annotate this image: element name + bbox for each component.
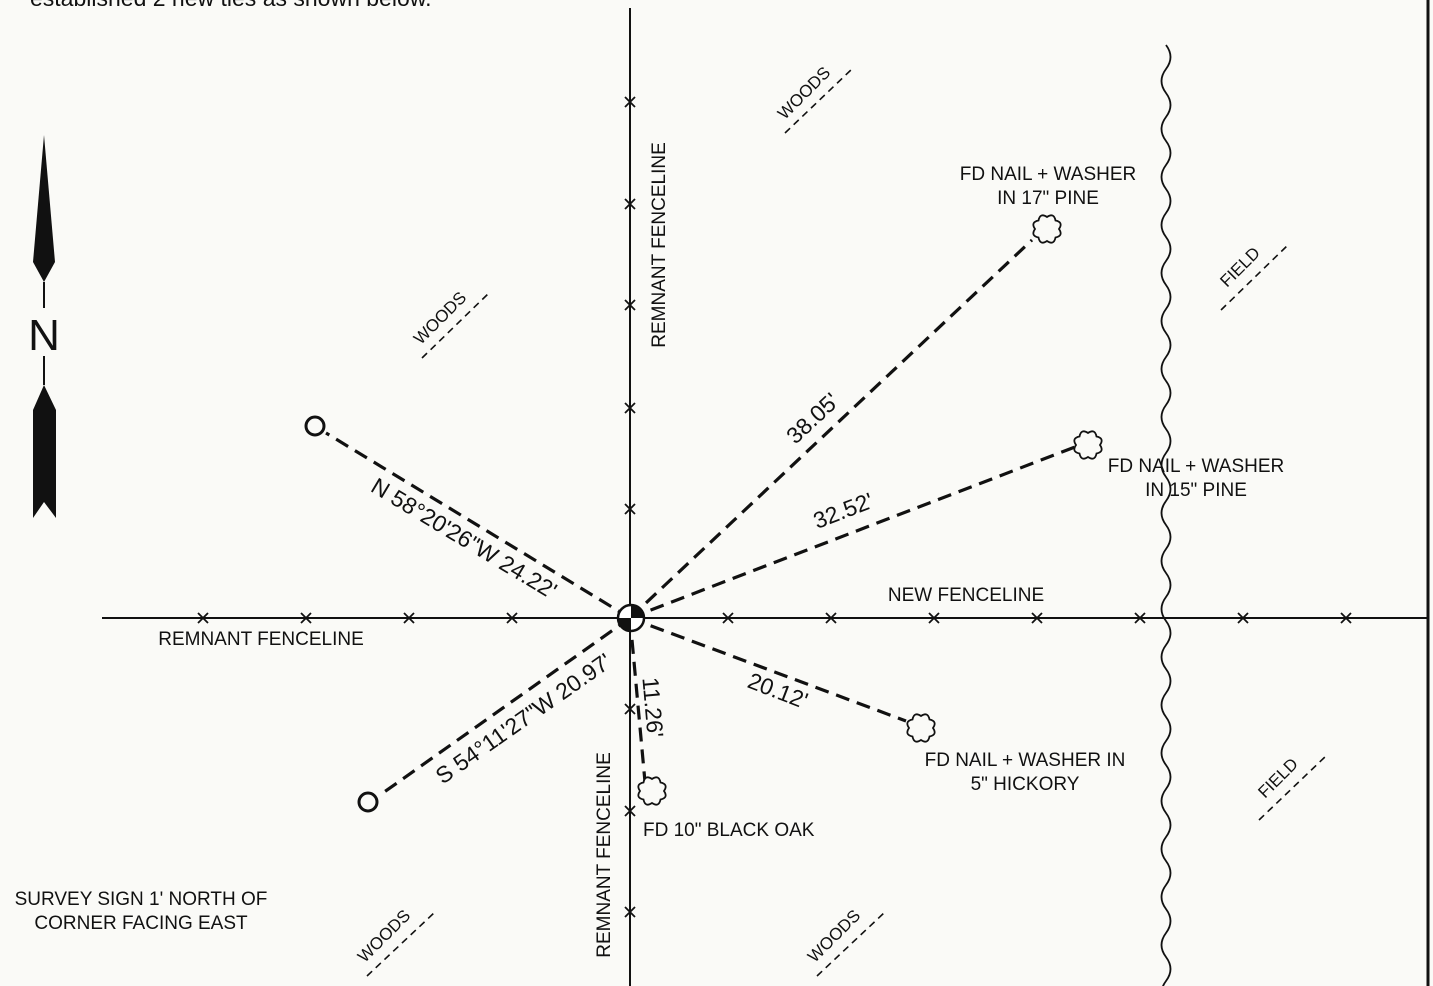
north-arrow: N (28, 135, 60, 518)
horizontal-fence-x-marks (197, 612, 1352, 624)
hickory-label-line1: FD NAIL + WASHER IN (925, 750, 1126, 771)
woods-area-bottom-center: WOODS (804, 906, 886, 977)
tree-icon-15-pine (1073, 430, 1103, 460)
dist-label-black-oak: 11.26' (637, 676, 668, 738)
tie-line-nw (325, 431, 631, 620)
remnant-fence-label-upper: REMNANT FENCELINE (649, 142, 670, 348)
woods-label-left: WOODS (410, 288, 470, 348)
nw-monument-circle (304, 415, 326, 437)
tie-line-15-pine (629, 445, 1076, 620)
sw-monument-circle (357, 791, 379, 813)
woods-area-left: WOODS (410, 288, 491, 359)
tree-icon-black-oak (637, 776, 667, 806)
field-label-bottom-right: FIELD (1254, 754, 1302, 802)
remnant-fence-label-horizontal: REMNANT FENCELINE (158, 629, 364, 650)
survey-sign-note-line2: CORNER FACING EAST (34, 913, 248, 934)
new-fence-label: NEW FENCELINE (888, 585, 1044, 606)
hickory-label-line2: 5" HICKORY (971, 774, 1080, 795)
tie-line-hickory (629, 616, 907, 723)
remnant-fence-label-lower: REMNANT FENCELINE (594, 752, 615, 958)
vertical-fence-x-marks (624, 96, 636, 918)
corner-monument (616, 603, 646, 633)
woods-label-bottom-center: WOODS (804, 906, 864, 966)
field-label-top-right: FIELD (1216, 243, 1264, 291)
tie-line-black-oak (628, 617, 647, 783)
woods-area-bottom-left: WOODS (354, 906, 436, 977)
bearing-label-nw: N 58°20'26"W 24.22' (367, 473, 562, 604)
tree-icon-17-pine (1032, 214, 1062, 244)
field-area-bottom-right: FIELD (1254, 754, 1328, 821)
north-arrow-tail (33, 385, 56, 518)
tie-line-sw (379, 616, 631, 797)
pine15-label-line2: IN 15" PINE (1145, 480, 1247, 501)
black-oak-label: FD 10" BLACK OAK (643, 820, 815, 841)
pine17-label-line1: FD NAIL + WASHER (960, 164, 1136, 185)
pine15-label-line1: FD NAIL + WASHER (1108, 456, 1284, 477)
field-edge-line (1160, 44, 1172, 986)
tie-line-17-pine (628, 238, 1034, 620)
bearing-label-sw: S 54°11'27"W 20.97' (431, 648, 617, 789)
pine17-label-line2: IN 17" PINE (997, 188, 1099, 209)
woods-area-top-center: WOODS (774, 63, 854, 134)
woods-label-bottom-left: WOODS (354, 906, 414, 966)
north-arrow-head (33, 135, 55, 282)
tree-icon-hickory (906, 713, 936, 743)
dist-label-17-pine: 38.05' (781, 388, 844, 449)
caption-partial: established 2 new ties as shown below. (30, 0, 431, 11)
north-arrow-letter: N (28, 311, 60, 360)
field-area-top-right: FIELD (1216, 243, 1290, 311)
survey-sign-note-line1: SURVEY SIGN 1' NORTH OF (15, 889, 268, 910)
